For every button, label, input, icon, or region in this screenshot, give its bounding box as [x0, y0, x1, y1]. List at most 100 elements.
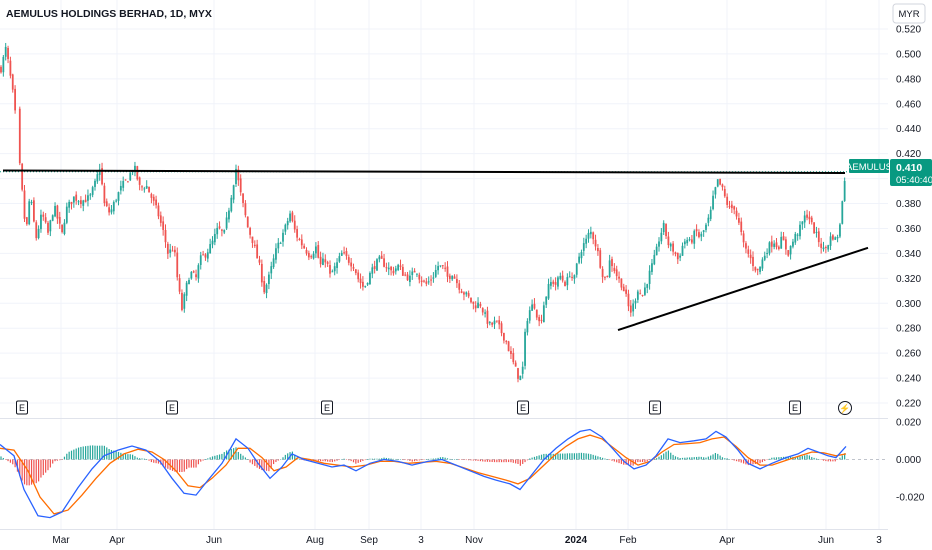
- earnings-marker[interactable]: E: [16, 400, 28, 415]
- price-tick-label: 0.280: [896, 324, 921, 335]
- macd-histogram-bar: [315, 459, 317, 462]
- candle-body: [505, 340, 508, 342]
- candle: [366, 282, 369, 287]
- candle: [80, 196, 82, 209]
- candle-body: [197, 265, 200, 279]
- candle-body: [794, 233, 797, 243]
- candle-body: [98, 169, 101, 175]
- macd-histogram-bar: [700, 456, 702, 460]
- resistance-trendline[interactable]: [2, 169, 846, 174]
- candle-body: [695, 229, 698, 232]
- time-tick-label: Jun: [818, 535, 834, 546]
- support-trendline[interactable]: [617, 246, 869, 332]
- candle: [451, 275, 454, 282]
- candle-body: [423, 280, 425, 282]
- candle-body: [275, 248, 277, 260]
- dividend-marker[interactable]: ⚡: [838, 401, 852, 415]
- candle: [373, 260, 376, 274]
- candle-body: [808, 216, 811, 220]
- macd-histogram-bar: [620, 459, 622, 464]
- candle: [425, 278, 428, 287]
- macd-histogram-bar: [190, 459, 192, 468]
- macd-histogram-bar: [378, 458, 380, 460]
- earnings-marker[interactable]: E: [517, 400, 529, 415]
- macd-histogram-bar: [200, 459, 202, 462]
- time-tick-label: Sep: [360, 535, 378, 546]
- candle-body: [799, 224, 801, 237]
- earnings-marker[interactable]: E: [321, 400, 333, 415]
- event-markers[interactable]: E E E E E E ⚡: [16, 400, 852, 415]
- macd-histogram-bar: [714, 452, 716, 460]
- candle-body: [618, 276, 620, 279]
- candle-body: [444, 267, 447, 269]
- candle: [115, 198, 118, 203]
- candle-body: [413, 270, 416, 273]
- candle-body: [312, 253, 315, 259]
- macd-histogram-bar: [2, 457, 4, 460]
- candle-body: [785, 239, 787, 250]
- candle-body: [117, 192, 120, 201]
- candle: [552, 279, 555, 287]
- candle-body: [519, 375, 522, 380]
- candle: [815, 226, 818, 238]
- candle-body: [270, 266, 273, 274]
- candle-body: [188, 280, 190, 285]
- macd-histogram-bar: [52, 459, 54, 464]
- candle-body: [604, 276, 606, 278]
- time-axis[interactable]: Mar Apr Jun Aug Sep 3 Nov 2024 Feb Apr Jun 3: [52, 535, 882, 546]
- candle: [437, 261, 439, 275]
- time-tick-label: Mar: [52, 535, 70, 546]
- candle-body: [148, 186, 150, 193]
- candle-body: [747, 249, 750, 254]
- candle: [317, 241, 320, 259]
- currency-button[interactable]: MYR: [892, 3, 926, 24]
- earnings-marker[interactable]: E: [789, 400, 801, 415]
- candle: [307, 250, 310, 261]
- candle: [23, 185, 26, 222]
- macd-histogram-bar: [7, 459, 9, 462]
- macd-histogram-bar: [139, 458, 141, 460]
- candle: [98, 163, 101, 181]
- macd-histogram-bar: [479, 459, 481, 462]
- price-axis[interactable]: 0.5200.5000.4800.4600.4400.4200.4000.380…: [896, 25, 921, 410]
- candle: [404, 272, 407, 277]
- candle: [72, 196, 75, 208]
- macd-tick-label: 0.020: [896, 418, 921, 429]
- candle-body: [279, 242, 282, 244]
- candle: [439, 265, 442, 268]
- macd-histogram-bar: [146, 459, 148, 460]
- candle-body: [615, 269, 618, 277]
- candle-body: [51, 215, 54, 221]
- earnings-marker[interactable]: E: [649, 400, 661, 415]
- macd-histogram-bar: [75, 448, 77, 460]
- candle-body: [714, 187, 717, 195]
- candlestick-series: [0, 42, 846, 383]
- candle: [322, 252, 324, 266]
- candle: [14, 85, 16, 114]
- candle: [503, 332, 505, 344]
- candle-body: [827, 245, 830, 250]
- candle-body: [284, 224, 287, 232]
- candle: [18, 106, 21, 166]
- earnings-marker[interactable]: E: [166, 400, 178, 415]
- candle-body: [719, 178, 721, 185]
- candle: [418, 272, 421, 284]
- candle-body: [470, 297, 472, 303]
- candle-body: [181, 292, 183, 311]
- candle-body: [305, 249, 308, 254]
- candle: [91, 185, 94, 198]
- candle: [336, 258, 338, 274]
- macd-histogram-bar: [759, 459, 761, 464]
- macd-histogram-bar: [82, 446, 84, 460]
- candle-body: [44, 217, 47, 223]
- candle: [54, 202, 56, 218]
- candle: [112, 200, 115, 215]
- candle: [505, 340, 508, 345]
- candle: [11, 73, 14, 93]
- candle-body: [399, 265, 402, 267]
- macd-histogram-bar: [691, 457, 693, 460]
- macd-histogram-bar: [637, 459, 639, 463]
- candle: [376, 258, 378, 271]
- price-tick-label: 0.500: [896, 49, 921, 60]
